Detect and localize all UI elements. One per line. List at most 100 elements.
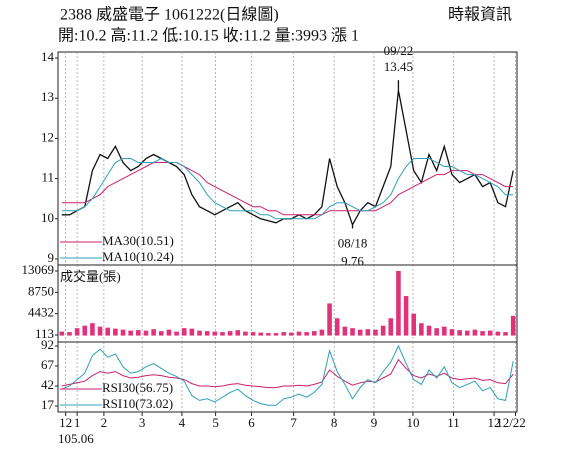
legend-label: RSI10(73.02)	[102, 396, 173, 411]
y-tick-label: 113	[35, 326, 54, 341]
x-tick-label: 12/22	[496, 415, 526, 430]
bar	[311, 331, 317, 336]
bar	[227, 331, 233, 336]
bar	[365, 329, 371, 336]
bar	[136, 330, 141, 336]
bar	[442, 326, 447, 336]
bar	[350, 328, 355, 336]
bar	[113, 328, 118, 336]
x-tick-label: 7	[290, 415, 297, 430]
x-tick-label: 8	[331, 415, 338, 430]
bar	[296, 331, 302, 336]
bar	[464, 330, 470, 336]
bar	[434, 328, 439, 336]
bar	[503, 332, 508, 336]
bar	[510, 315, 516, 336]
line	[61, 90, 514, 227]
bar	[426, 325, 432, 336]
bar	[220, 332, 225, 336]
annotation-value: 9.76	[341, 253, 364, 268]
bar	[304, 332, 309, 336]
bar	[258, 332, 264, 336]
legend-label: MA30(10.51)	[102, 233, 174, 248]
bar	[396, 270, 401, 336]
legend-label: RSI30(56.75)	[102, 380, 173, 395]
y-tick-label: 12	[41, 129, 54, 144]
bar	[74, 328, 80, 336]
bar	[472, 329, 478, 336]
x-tick-label: 9	[371, 415, 378, 430]
x-tick-label: 1	[74, 415, 81, 430]
y-tick-label: 10	[41, 210, 54, 225]
bar	[334, 318, 340, 336]
x-tick-label: 10	[406, 415, 419, 430]
bar	[90, 323, 95, 336]
annotation-value: 13.45	[384, 59, 413, 74]
y-tick-label: 9	[48, 250, 55, 265]
bar	[181, 328, 187, 336]
bar	[487, 330, 493, 336]
y-tick-label: 11	[41, 170, 54, 185]
bar	[403, 296, 409, 336]
x-tick-label: 11	[447, 415, 460, 430]
bar	[82, 325, 88, 336]
bar	[380, 325, 386, 336]
y-tick-label: 14	[41, 49, 55, 64]
bar	[388, 318, 394, 336]
panel-frame	[57, 264, 518, 343]
bar	[243, 331, 248, 336]
bar	[342, 326, 348, 336]
bar	[419, 323, 424, 336]
bar	[212, 331, 218, 336]
y-tick-label: 13069	[22, 262, 55, 277]
bar	[59, 331, 65, 336]
bar	[105, 327, 111, 336]
line	[61, 157, 514, 220]
chart-title: 2388 威盛電子 1061222(日線圖)	[60, 6, 279, 24]
bar	[204, 331, 210, 336]
bar	[449, 329, 455, 336]
y-tick-label: 92	[41, 337, 54, 352]
line	[61, 344, 514, 406]
bar	[281, 332, 286, 336]
x-tick-label: 12	[488, 415, 501, 430]
bar	[250, 332, 256, 336]
bar	[289, 332, 294, 336]
x-tick-label: 12	[59, 415, 72, 430]
quote: 開:10.2 高:11.2 低:10.15 收:11.2 量:3993 漲 1	[58, 27, 359, 45]
source: 時報資訊	[448, 6, 512, 24]
annotation-date: 08/18	[338, 235, 368, 250]
bar	[151, 329, 156, 336]
y-tick-label: 67	[41, 357, 55, 372]
x-tick-label: 4	[179, 415, 186, 430]
legend-label: 成交量(張)	[60, 269, 121, 284]
x-tick-label: 5	[212, 415, 219, 430]
panel-frame	[57, 341, 518, 413]
x-note: 105.06	[58, 431, 94, 446]
bar	[128, 330, 133, 336]
bar	[67, 332, 72, 336]
y-tick-label: 4432	[28, 305, 54, 320]
line	[61, 162, 514, 216]
y-tick-label: 8750	[28, 283, 54, 298]
bar	[120, 329, 126, 336]
bar	[166, 329, 172, 336]
bar	[495, 331, 501, 336]
bar	[235, 330, 241, 336]
legend-label: MA10(10.24)	[102, 249, 174, 264]
bar	[480, 331, 485, 336]
bar	[327, 303, 332, 336]
x-tick-label: 6	[248, 415, 255, 430]
bar	[143, 330, 149, 336]
bar	[457, 330, 462, 336]
bar	[197, 330, 202, 336]
bar	[373, 329, 378, 336]
bar	[273, 333, 279, 336]
y-tick-label: 42	[41, 377, 54, 392]
x-tick-label: 2	[101, 415, 108, 430]
bar	[158, 331, 164, 336]
bar	[189, 328, 195, 336]
bar	[174, 331, 179, 336]
bar	[266, 333, 271, 336]
